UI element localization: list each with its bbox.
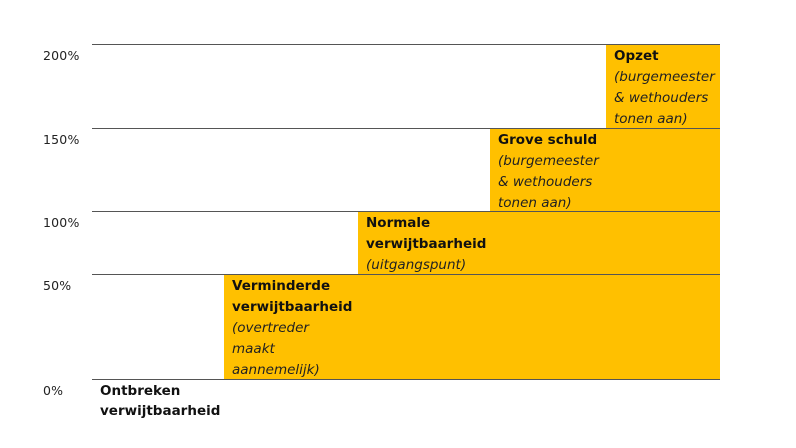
gridline xyxy=(92,211,720,212)
category-label: Normale verwijtbaarheid (uitgangspunt) xyxy=(366,213,486,276)
gridline xyxy=(92,379,720,380)
category-label: Grove schuld (burgemeester & wethouders ton… xyxy=(498,130,599,214)
category-title-line: Grove schuld xyxy=(498,132,598,148)
category-label: Verminderde verwijtbaarheid (overtreder maa… xyxy=(232,276,352,381)
category-subtitle-line: aannemelijk) xyxy=(232,362,320,378)
category-title-line: verwijtbaarheid xyxy=(100,403,221,419)
category-title-line: Normale xyxy=(366,215,431,231)
category-subtitle-line: (burgemeester xyxy=(498,153,599,169)
y-tick-label: 150% xyxy=(43,132,80,147)
category-label: Opzet (burgemeester & wethouders tonen aan) xyxy=(614,46,715,130)
category-subtitle-line: maakt xyxy=(232,341,275,357)
category-subtitle-line: & wethouders xyxy=(614,90,709,106)
category-title-line: Opzet xyxy=(614,48,659,64)
category-subtitle-line: tonen aan) xyxy=(614,111,688,127)
category-label: Ontbreken verwijtbaarheid xyxy=(100,381,220,421)
y-tick-label: 0% xyxy=(43,383,64,398)
y-tick-label: 50% xyxy=(43,278,72,293)
category-subtitle-line: & wethouders xyxy=(498,174,593,190)
gridline xyxy=(92,128,720,129)
category-title-line: Ontbreken xyxy=(100,383,181,399)
category-subtitle-line: (uitgangspunt) xyxy=(366,257,467,273)
y-tick-label: 200% xyxy=(43,48,80,63)
category-subtitle-line: (overtreder xyxy=(232,320,309,336)
category-title-line: Verminderde xyxy=(232,278,331,294)
category-subtitle-line: (burgemeester xyxy=(614,69,715,85)
category-subtitle-line: tonen aan) xyxy=(498,195,572,211)
gridline xyxy=(92,44,720,45)
category-title-line: verwijtbaarheid xyxy=(366,236,487,252)
gridline xyxy=(92,274,720,275)
y-tick-label: 100% xyxy=(43,215,80,230)
category-title-line: verwijtbaarheid xyxy=(232,299,353,315)
